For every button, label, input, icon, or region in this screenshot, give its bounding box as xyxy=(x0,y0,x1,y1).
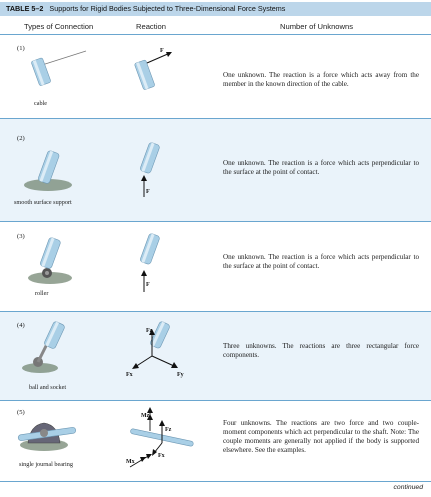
row-number: (4) xyxy=(17,322,25,329)
row-description: One unknown. The reaction is a force whi… xyxy=(223,253,419,270)
journal-bearing-illustration xyxy=(17,422,77,451)
row-description: Three unknowns. The reactions are three … xyxy=(223,342,419,359)
moment-label-z: Mz xyxy=(141,413,150,419)
ball-socket-illustration xyxy=(22,321,65,373)
table-title: Supports for Rigid Bodies Subjected to T… xyxy=(49,4,286,13)
row-label: cable xyxy=(34,100,48,107)
row-number: (5) xyxy=(17,409,25,416)
moment-label-x: Mx xyxy=(126,459,135,465)
force-label: F xyxy=(146,189,150,195)
table-row: (5) single journal bearing Mz Fz Mx Fx F… xyxy=(0,401,431,481)
row-label: smooth surface support xyxy=(14,199,72,206)
row-rule xyxy=(0,221,431,222)
cable-connection-illustration xyxy=(31,50,87,86)
table-header: Types of Connection Reaction Number of U… xyxy=(0,18,431,34)
table-row: (1) cable F One unknown. The reaction is… xyxy=(0,35,431,118)
roller-reaction-diagram: F xyxy=(140,233,160,292)
table-row: (3) roller F One unknown. The reaction i… xyxy=(0,222,431,311)
row-rule xyxy=(0,118,431,119)
smooth-surface-illustration xyxy=(24,150,72,191)
header-connection: Types of Connection xyxy=(24,22,94,31)
journal-bearing-reaction-diagram: Mz Fz Mx Fx xyxy=(126,407,194,468)
table-row: (4) ball and socket Fz Fx Fy Three unkno… xyxy=(0,312,431,400)
row-description: One unknown. The reaction is a force whi… xyxy=(223,159,419,176)
roller-illustration xyxy=(28,237,72,284)
row-number: (3) xyxy=(17,233,25,240)
force-label: F xyxy=(160,48,164,54)
row-rule xyxy=(0,481,431,482)
force-label-y: Fy xyxy=(177,372,184,378)
continued-note: continued xyxy=(393,484,423,491)
row-label: ball and socket xyxy=(29,384,67,391)
row-number: (1) xyxy=(17,45,25,52)
force-label-z: Fz xyxy=(165,427,172,433)
row-description: Four unknowns. The reactions are two for… xyxy=(223,419,419,454)
row-label: single journal bearing xyxy=(19,461,73,468)
row-number: (2) xyxy=(17,135,25,142)
force-label-z: Fz xyxy=(146,328,153,334)
cable-reaction-diagram: F xyxy=(134,48,172,90)
header-rule xyxy=(0,34,431,35)
row-rule xyxy=(0,400,431,401)
header-reaction: Reaction xyxy=(136,22,166,31)
ball-socket-reaction-diagram: Fz Fx Fy xyxy=(126,321,184,378)
table-row: (2) smooth surface support F One unknown… xyxy=(0,119,431,221)
row-label: roller xyxy=(35,290,49,297)
force-label-x: Fx xyxy=(126,372,133,378)
header-unknowns: Number of Unknowns xyxy=(280,22,354,31)
row-rule xyxy=(0,311,431,312)
table-number: TABLE 5–2 xyxy=(6,4,44,13)
force-label-x: Fx xyxy=(158,453,165,459)
force-label: F xyxy=(146,282,150,288)
table-title-bar: TABLE 5–2 Supports for Rigid Bodies Subj… xyxy=(0,2,431,16)
smooth-surface-reaction-diagram: F xyxy=(140,142,160,197)
row-description: One unknown. The reaction is a force whi… xyxy=(223,71,419,88)
